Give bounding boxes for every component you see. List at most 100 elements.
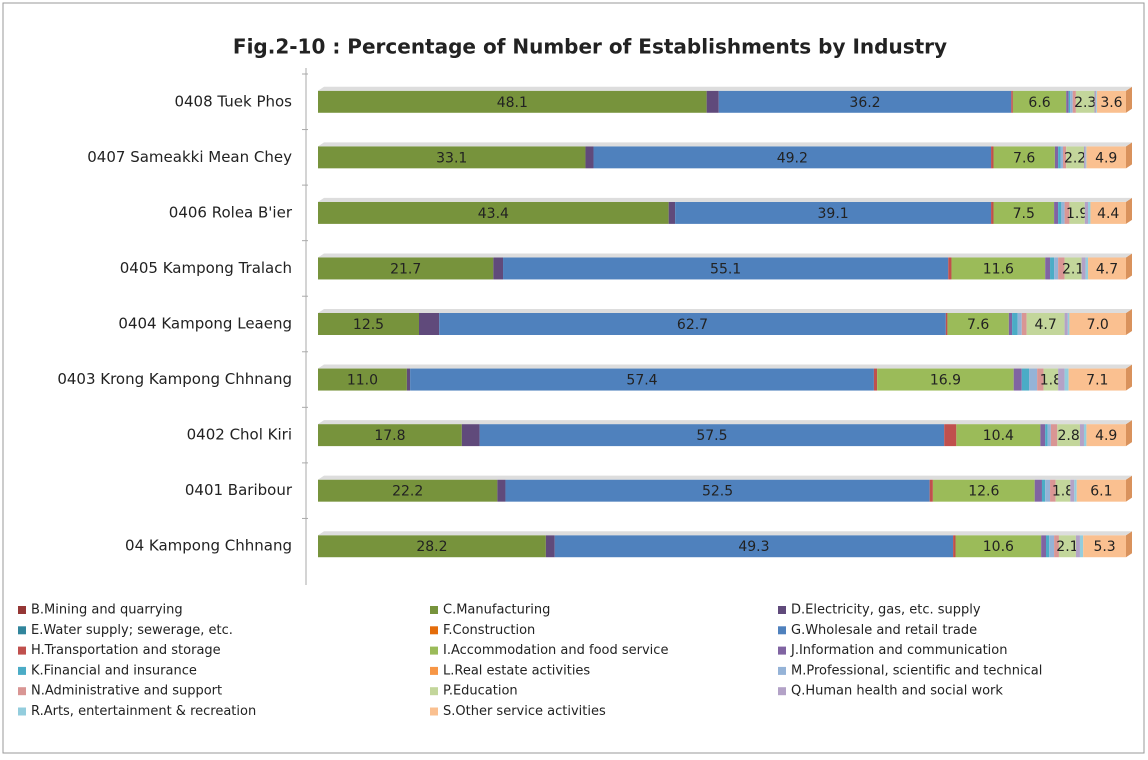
- bar-top-face: [318, 86, 1132, 91]
- data-label: 52.5: [702, 484, 733, 500]
- bar-segment: [1075, 535, 1080, 558]
- data-label: 1.9: [1066, 206, 1088, 222]
- data-label: 6.6: [1028, 95, 1050, 111]
- bar-segment: [944, 424, 957, 447]
- data-label: 5.3: [1093, 539, 1115, 555]
- bar-segment: [873, 368, 878, 391]
- bar-segment: [1054, 146, 1059, 169]
- data-label: 39.1: [818, 206, 849, 222]
- bar-end-face: [1126, 309, 1132, 335]
- data-label: 36.2: [849, 95, 880, 111]
- bar-segment: [1068, 368, 1126, 391]
- bar-segment: [1072, 90, 1076, 113]
- bar-segment: [1070, 90, 1073, 113]
- bar-segment: [1058, 535, 1076, 558]
- bar-segment: [1064, 368, 1069, 391]
- bar-top-face: [318, 253, 1132, 258]
- bar-segment: [1069, 201, 1085, 224]
- data-label: 1.8: [1040, 373, 1062, 389]
- bar-segment: [1061, 201, 1065, 224]
- bar-end-face: [1126, 420, 1132, 447]
- data-label: 16.9: [930, 373, 961, 389]
- legend-swatch: [430, 666, 438, 675]
- chart-title: Fig.2-10 : Percentage of Number of Estab…: [233, 35, 947, 59]
- data-label: 10.6: [983, 539, 1014, 555]
- legend-label: H.Transportation and storage: [31, 643, 221, 658]
- legend-label: C.Manufacturing: [443, 603, 550, 618]
- data-label: 6.1: [1090, 484, 1112, 500]
- bar-segment: [1012, 313, 1018, 335]
- bar-segment: [1040, 424, 1046, 447]
- category-label: 0403 Krong Kampong Chhnang: [57, 370, 292, 388]
- data-label: 22.2: [392, 484, 423, 500]
- bar-segment: [318, 257, 494, 280]
- legend-label: P.Education: [443, 684, 518, 699]
- bar-segment: [1088, 201, 1091, 224]
- data-label: 28.2: [416, 539, 447, 555]
- bar-segment: [1021, 368, 1030, 391]
- data-label: 3.6: [1100, 95, 1122, 111]
- legend-label: G.Wholesale and retail trade: [791, 623, 977, 638]
- bar-segment: [1050, 424, 1058, 447]
- legend-swatch: [18, 606, 26, 614]
- bar-segment: [1021, 313, 1027, 335]
- bar-segment: [1050, 479, 1056, 502]
- bar-segment: [929, 479, 933, 502]
- legend-label: Q.Human health and social work: [791, 684, 1003, 699]
- data-label: 48.1: [497, 95, 528, 111]
- bar-segment: [1046, 535, 1050, 558]
- bar-segment: [1043, 368, 1059, 391]
- bar-top-face: [318, 531, 1132, 536]
- legend-swatch: [778, 646, 786, 655]
- bar-segment: [1076, 479, 1126, 502]
- data-label: 4.9: [1095, 428, 1117, 444]
- bar-segment: [1086, 146, 1126, 169]
- bar-segment: [1085, 146, 1087, 169]
- bar-segment: [1083, 535, 1126, 558]
- bar-segment: [461, 424, 480, 447]
- bar-segment: [1008, 313, 1013, 335]
- data-label: 21.7: [390, 261, 421, 277]
- bar-segment: [951, 257, 1046, 280]
- bar-end-face: [1126, 475, 1132, 502]
- bar-segment: [493, 257, 504, 280]
- data-label: 10.4: [983, 428, 1014, 444]
- data-label: 2.2: [1064, 150, 1086, 166]
- legend-label: E.Water supply; sewerage, etc.: [31, 623, 233, 638]
- bar-segment: [1075, 90, 1095, 113]
- bar-segment: [1079, 424, 1084, 447]
- bar-segment: [1057, 424, 1080, 447]
- legend-swatch: [18, 707, 26, 716]
- bar-segment: [1054, 257, 1059, 280]
- legend-swatch: [18, 626, 26, 635]
- bar-segment: [318, 479, 498, 502]
- bar-segment: [993, 201, 1055, 224]
- data-label: 2.3: [1074, 95, 1096, 111]
- data-label: 1.8: [1052, 484, 1074, 500]
- bar-segment: [1029, 368, 1038, 391]
- bar-segment: [1058, 368, 1065, 391]
- bar-end-face: [1126, 197, 1132, 224]
- data-label: 62.7: [677, 317, 708, 333]
- bar-top-face: [318, 309, 1132, 313]
- bar-segment: [1012, 90, 1067, 113]
- bar-segment: [1054, 201, 1059, 224]
- legend-label: L.Real estate activities: [443, 663, 590, 678]
- bar-segment: [554, 535, 954, 558]
- bar-segment: [439, 313, 946, 335]
- bar-segment: [1068, 90, 1071, 113]
- data-label: 57.5: [696, 428, 727, 444]
- legend-label: M.Professional, scientific and technical: [791, 663, 1042, 678]
- bar-segment: [953, 535, 956, 558]
- bar-segment: [1070, 479, 1075, 502]
- category-label: 0405 Kampong Tralach: [120, 259, 292, 277]
- bar-end-face: [1126, 86, 1132, 113]
- data-label: 55.1: [710, 261, 741, 277]
- bar-segment: [932, 479, 1035, 502]
- bar-segment: [1045, 479, 1051, 502]
- bar-segment: [318, 90, 707, 113]
- data-label: 2.1: [1056, 539, 1078, 555]
- legend-swatch: [18, 666, 26, 675]
- legend-swatch: [778, 626, 786, 635]
- bar-segment: [1094, 90, 1097, 113]
